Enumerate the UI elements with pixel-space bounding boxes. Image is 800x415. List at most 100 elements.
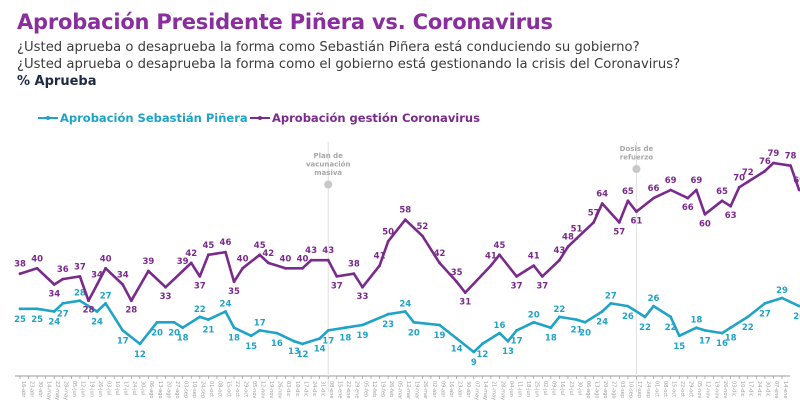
x-tick-label: 10-jul	[114, 381, 120, 395]
data-point	[61, 277, 65, 281]
data-point	[232, 326, 236, 330]
data-label: 24	[48, 318, 60, 328]
data-point	[669, 188, 673, 192]
data-point	[301, 266, 304, 270]
data-label: 37	[194, 281, 206, 291]
data-label: 40	[31, 254, 43, 264]
data-point	[583, 320, 587, 324]
data-label: 42	[262, 249, 274, 259]
data-point	[703, 329, 707, 332]
data-label: 45	[254, 241, 266, 251]
data-point	[403, 310, 407, 313]
data-point	[626, 199, 630, 203]
data-label: 9	[471, 358, 477, 368]
x-tick-label: 05-feb	[362, 381, 368, 397]
data-label: 37	[511, 281, 523, 291]
x-tick-label: 14-may	[45, 381, 51, 400]
x-tick-label: 29-ene	[354, 381, 360, 399]
annotation-marker-icon	[632, 165, 641, 173]
data-label: 16	[716, 339, 728, 349]
data-point	[181, 326, 185, 330]
data-label: 35	[228, 287, 240, 297]
data-label: 28	[74, 289, 86, 299]
x-tick-label: 12-jun	[80, 381, 86, 397]
data-point	[129, 299, 133, 303]
data-point	[258, 329, 262, 332]
data-label: 20	[168, 328, 180, 338]
x-tick-label: 03-dic	[730, 381, 736, 397]
data-point	[797, 304, 800, 308]
x-tick-label: 02-jul	[542, 381, 548, 395]
x-tick-label: 04-jun	[508, 381, 514, 397]
x-tick-label: 19-feb	[379, 381, 385, 397]
data-point	[669, 315, 673, 319]
data-label: 18	[339, 334, 351, 344]
x-tick-label: 23-jul	[568, 381, 574, 395]
x-tick-label: 08-ene	[328, 381, 334, 399]
data-point	[498, 253, 501, 257]
x-tick-label: 27-ago	[174, 381, 180, 398]
data-point	[147, 269, 150, 273]
x-tick-label: 19-nov	[268, 381, 274, 398]
data-point	[121, 283, 125, 286]
x-tick-label: 05-mar	[397, 381, 403, 400]
data-point	[104, 302, 108, 305]
x-tick-label: 28-may	[63, 381, 69, 400]
data-label: 14	[451, 345, 463, 355]
x-tick-label: 01-oct	[208, 381, 214, 397]
x-tick-label: 12-nov	[260, 381, 266, 398]
data-label: 26	[622, 312, 634, 322]
data-label: 45	[494, 241, 506, 251]
series-line-coronavirus	[19, 161, 800, 302]
data-label: 15	[245, 342, 257, 352]
x-tick-label: 24-sep	[200, 381, 206, 398]
x-tick-label: 25-jun	[534, 381, 540, 397]
chart-title: Aprobación Presidente Piñera vs. Coronav…	[17, 10, 553, 34]
data-point	[61, 302, 65, 305]
data-label: 66	[682, 203, 694, 213]
x-tick-label: 26-feb	[388, 381, 394, 397]
annotation-label: Plan de	[314, 152, 344, 160]
data-label: 27	[759, 309, 771, 319]
data-label: 66	[648, 184, 660, 194]
x-tick-label: 13-ago	[157, 381, 163, 398]
data-point	[421, 234, 424, 238]
data-point	[780, 296, 784, 300]
data-label: 57	[588, 208, 600, 218]
x-tick-label: 05-jun	[71, 381, 77, 397]
data-label: 22	[639, 323, 651, 333]
data-point	[566, 245, 570, 249]
data-label: 69	[793, 176, 800, 186]
data-label: 38	[14, 260, 26, 270]
data-point	[438, 323, 441, 327]
data-point	[95, 283, 99, 286]
x-tick-label: 12-feb	[371, 381, 377, 397]
data-point	[652, 304, 655, 308]
data-label: 13	[502, 347, 514, 357]
data-point	[557, 315, 561, 319]
data-point	[575, 318, 578, 321]
x-tick-label: 01-oct	[653, 381, 659, 397]
x-tick-label: 29-oct	[242, 381, 248, 397]
data-label: 51	[571, 225, 583, 235]
data-point	[438, 261, 441, 265]
x-tick-label: 15-ene	[337, 381, 343, 399]
data-point	[241, 266, 245, 270]
data-point	[309, 258, 313, 262]
data-label: 41	[374, 252, 386, 262]
data-label: 23	[382, 320, 394, 330]
data-point	[104, 266, 108, 270]
data-point	[335, 275, 339, 278]
data-point	[763, 169, 767, 173]
data-point	[694, 188, 698, 192]
annotation-marker-icon	[324, 180, 333, 189]
x-tick-label: 12-mar	[405, 381, 411, 400]
x-tick-label: 26-jun	[97, 381, 103, 397]
data-label: 13	[288, 347, 300, 357]
x-tick-label: 30-jul	[140, 381, 146, 395]
data-point	[515, 329, 518, 332]
data-point	[284, 266, 287, 270]
x-tick-label: 11-jun	[516, 381, 522, 397]
data-label: 57	[613, 227, 625, 237]
data-point	[600, 202, 604, 205]
